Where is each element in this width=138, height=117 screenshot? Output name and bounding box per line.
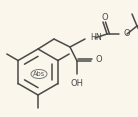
Text: O: O bbox=[123, 29, 130, 38]
Text: Abs: Abs bbox=[33, 71, 45, 77]
Text: O: O bbox=[96, 55, 103, 64]
Text: OH: OH bbox=[71, 79, 83, 88]
Text: HN: HN bbox=[90, 33, 102, 42]
Text: O: O bbox=[102, 13, 108, 22]
